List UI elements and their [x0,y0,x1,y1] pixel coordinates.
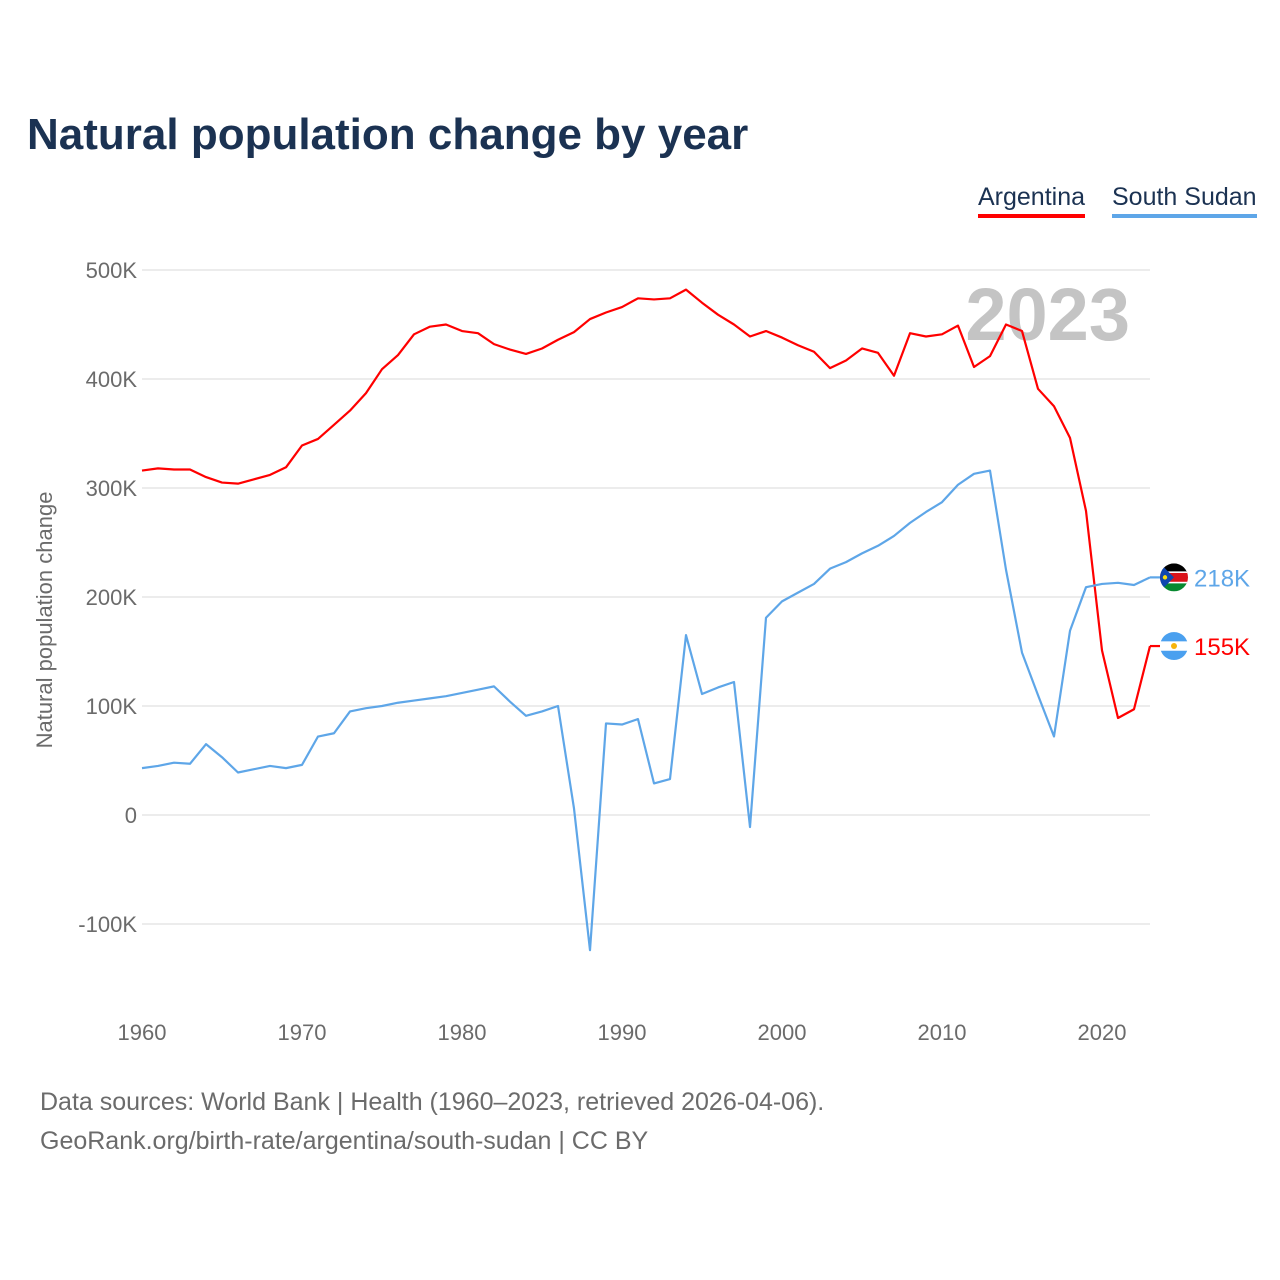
x-tick-label: 2020 [1078,1020,1127,1045]
year-watermark: 2023 [965,273,1130,356]
y-tick-label: 300K [86,476,138,501]
argentina-flag-icon [1160,632,1188,661]
y-tick-label: 0 [125,803,137,828]
x-tick-label: 1960 [118,1020,167,1045]
x-tick-label: 2010 [918,1020,967,1045]
x-tick-label: 2000 [758,1020,807,1045]
south-sudan-flag-icon [1160,563,1188,592]
y-tick-label: 500K [86,258,138,283]
legend-argentina[interactable]: Argentina [978,183,1086,218]
x-tick-label: 1970 [278,1020,327,1045]
source-note: Data sources: World Bank | Health (1960–… [40,1088,825,1116]
series-line-argentina[interactable] [141,288,1152,720]
y-tick-label: 400K [86,367,138,392]
x-tick-label: 1990 [598,1020,647,1045]
legend-south-sudan[interactable]: South Sudan [1112,183,1257,218]
x-tick-label: 1980 [438,1020,487,1045]
y-tick-label: 200K [86,585,138,610]
y-axis-label: Natural population change [32,492,57,749]
credit-note: GeoRank.org/birth-rate/argentina/south-s… [40,1127,649,1155]
y-tick-label: 100K [86,694,138,719]
end-value-label-south-sudan: 218K [1194,565,1250,592]
series-line-south-sudan[interactable] [141,469,1151,952]
chart-title: Natural population change by year [27,110,749,159]
y-tick-label: -100K [78,912,137,937]
end-value-label-argentina: 155K [1194,634,1250,661]
